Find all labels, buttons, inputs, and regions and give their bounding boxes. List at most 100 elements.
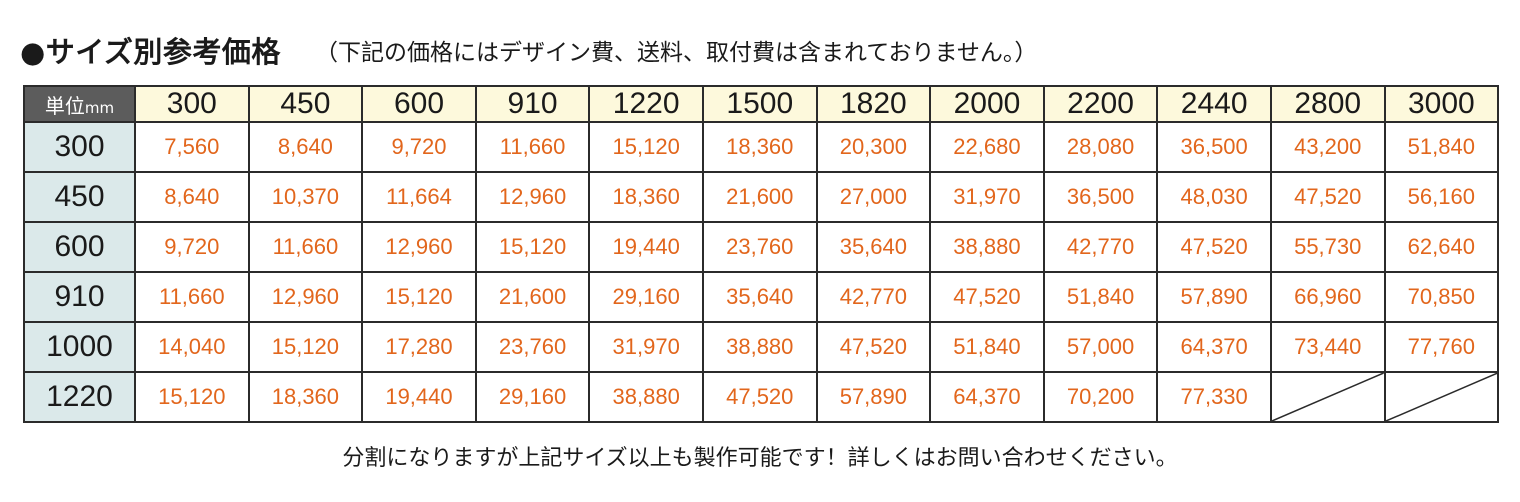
price-cell: 27,000 <box>815 171 932 223</box>
price-cell: 64,370 <box>1156 321 1272 373</box>
table-row: 600 9,720 11,660 12,960 15,120 19,440 23,760 35… <box>23 221 1500 273</box>
unit-label: 単位 <box>44 93 85 118</box>
price-cell: 64,370 <box>929 371 1045 423</box>
diagonal-slash-icon <box>1386 373 1498 421</box>
price-cell: 12,960 <box>361 221 477 273</box>
price-cell: 31,970 <box>929 171 1045 223</box>
price-cell: 57,890 <box>1156 271 1272 323</box>
price-table: 単位mm 300 450 600 910 1220 1500 1820 2000 2200 244… <box>23 85 1500 423</box>
width-header-cell: 300 <box>134 85 250 123</box>
price-cell: 19,440 <box>588 221 704 273</box>
width-header-cell: 2800 <box>1269 85 1386 123</box>
price-cell: 7,560 <box>134 121 250 173</box>
width-header-cell: 450 <box>247 85 364 123</box>
price-cell: 42,770 <box>1042 221 1159 273</box>
price-cell: 19,440 <box>361 371 477 423</box>
price-cell: 8,640 <box>247 121 364 173</box>
price-cell: 70,200 <box>1042 371 1159 423</box>
width-header-cell: 2440 <box>1156 85 1272 123</box>
price-cell: 48,030 <box>1156 171 1272 223</box>
price-cell: 15,120 <box>247 321 364 373</box>
price-cell: 18,360 <box>588 171 704 223</box>
price-cell: 11,660 <box>134 271 250 323</box>
height-header-cell: 1220 <box>23 371 136 423</box>
price-cell: 47,520 <box>815 321 932 373</box>
price-cell: 21,600 <box>701 171 818 223</box>
price-cell: 11,664 <box>361 171 477 223</box>
price-cell: 38,880 <box>929 221 1045 273</box>
width-header-cell: 2000 <box>929 85 1045 123</box>
price-cell: 10,370 <box>247 171 364 223</box>
unit-corner-cell: 単位mm <box>23 85 136 123</box>
table-row: 1220 15,120 18,360 19,440 29,160 38,880 47,520… <box>23 371 1500 423</box>
table-row: 450 8,640 10,370 11,664 12,960 18,360 21,600 27… <box>23 171 1500 223</box>
price-cell: 38,880 <box>588 371 704 423</box>
price-cell: 20,300 <box>815 121 932 173</box>
price-cell: 14,040 <box>134 321 250 373</box>
height-header-cell: 450 <box>23 171 136 223</box>
price-cell: 51,840 <box>1383 121 1500 173</box>
price-cell: 35,640 <box>701 271 818 323</box>
price-cell: 8,640 <box>134 171 250 223</box>
price-note: （下記の価格にはデザイン費、送料、取付費は含まれておりません。） <box>314 40 1038 66</box>
price-cell: 56,160 <box>1383 171 1500 223</box>
price-cell: 15,120 <box>588 121 704 173</box>
empty-price-cell <box>1269 371 1386 423</box>
height-header-cell: 300 <box>23 121 136 173</box>
price-cell: 47,520 <box>929 271 1045 323</box>
price-cell: 15,120 <box>361 271 477 323</box>
footer-note: 分割になりますが上記サイズ以上も製作可能です！詳しくはお問い合わせください。 <box>342 446 1178 471</box>
price-cell: 12,960 <box>247 271 364 323</box>
price-cell: 77,330 <box>1156 371 1272 423</box>
price-cell: 38,880 <box>701 321 818 373</box>
price-cell: 29,160 <box>474 371 591 423</box>
height-header-cell: 1000 <box>23 321 136 373</box>
price-cell: 15,120 <box>134 371 250 423</box>
price-cell: 15,120 <box>474 221 591 273</box>
price-cell: 47,520 <box>701 371 818 423</box>
width-header-cell: 1820 <box>815 85 932 123</box>
title-row: ●サイズ別参考価格 （下記の価格にはデザイン費、送料、取付費は含まれておりません… <box>20 28 1037 72</box>
price-cell: 36,500 <box>1042 171 1159 223</box>
width-header-cell: 2200 <box>1042 85 1159 123</box>
height-header-cell: 910 <box>23 271 136 323</box>
unit-mm: mm <box>84 98 115 117</box>
width-header-cell: 1500 <box>701 85 818 123</box>
price-cell: 12,960 <box>474 171 591 223</box>
price-cell: 47,520 <box>1269 171 1386 223</box>
price-cell: 35,640 <box>815 221 932 273</box>
price-cell: 28,080 <box>1042 121 1159 173</box>
width-header-cell: 1220 <box>588 85 704 123</box>
price-cell: 18,360 <box>247 371 364 423</box>
table-row: 1000 14,040 15,120 17,280 23,760 31,970 38,880… <box>23 321 1500 373</box>
price-cell: 23,760 <box>701 221 818 273</box>
width-header-cell: 3000 <box>1383 85 1500 123</box>
price-cell: 51,840 <box>929 321 1045 373</box>
diagonal-slash-icon <box>1272 373 1384 421</box>
price-cell: 9,720 <box>361 121 477 173</box>
price-cell: 23,760 <box>474 321 591 373</box>
price-cell: 18,360 <box>701 121 818 173</box>
price-cell: 43,200 <box>1269 121 1386 173</box>
height-header-cell: 600 <box>23 221 136 273</box>
empty-price-cell <box>1383 371 1500 423</box>
page-title: ●サイズ別参考価格 <box>20 35 281 69</box>
table-row: 300 7,560 8,640 9,720 11,660 15,120 18,360 20,3… <box>23 121 1500 173</box>
price-cell: 66,960 <box>1269 271 1386 323</box>
price-cell: 17,280 <box>361 321 477 373</box>
price-cell: 73,440 <box>1269 321 1386 373</box>
price-rows: 300 7,560 8,640 9,720 11,660 15,120 18,360 20,3… <box>23 121 1500 423</box>
price-cell: 29,160 <box>588 271 704 323</box>
width-header-cell: 600 <box>361 85 477 123</box>
price-cell: 70,850 <box>1383 271 1500 323</box>
width-header-cell: 910 <box>474 85 591 123</box>
price-cell: 11,660 <box>474 121 591 173</box>
price-cell: 31,970 <box>588 321 704 373</box>
price-cell: 57,000 <box>1042 321 1159 373</box>
price-cell: 21,600 <box>474 271 591 323</box>
price-cell: 51,840 <box>1042 271 1159 323</box>
price-cell: 62,640 <box>1383 221 1500 273</box>
price-cell: 36,500 <box>1156 121 1272 173</box>
price-cell: 55,730 <box>1269 221 1386 273</box>
price-cell: 47,520 <box>1156 221 1272 273</box>
